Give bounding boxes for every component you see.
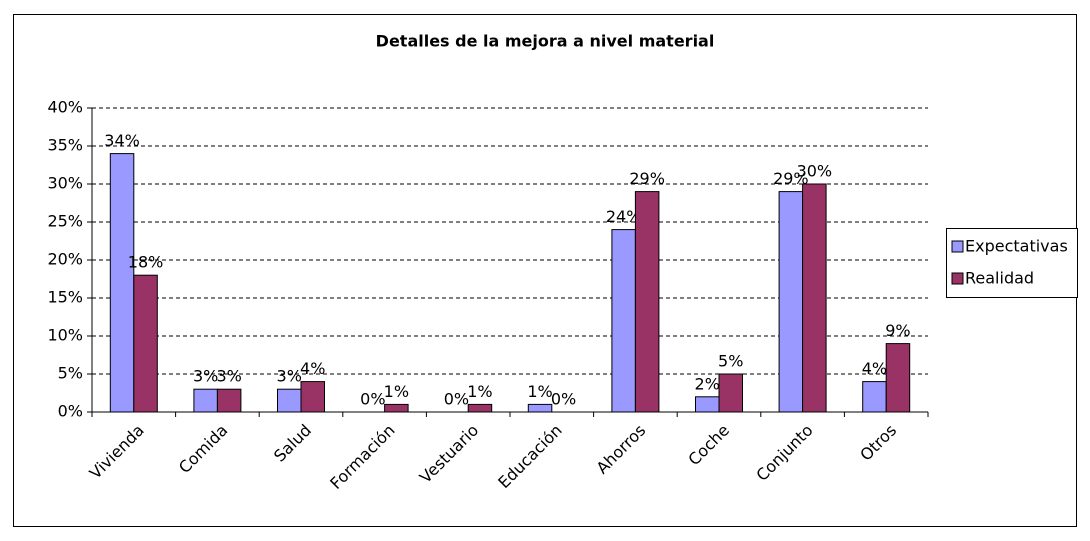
bar: [718, 373, 743, 413]
value-label: 18%: [128, 253, 164, 272]
value-label: 3%: [193, 367, 218, 386]
bar: [384, 403, 409, 413]
bar: [133, 274, 158, 413]
legend-label: Expectativas: [965, 237, 1068, 256]
value-label: 24%: [606, 207, 642, 226]
value-label: 30%: [797, 162, 833, 181]
value-label: 0%: [551, 390, 576, 409]
value-label: 0%: [444, 390, 469, 409]
bar: [634, 191, 660, 413]
value-label: 29%: [629, 169, 665, 188]
bar: [778, 191, 804, 413]
value-label: 4%: [862, 359, 887, 378]
y-tick-label: 30%: [47, 174, 83, 193]
value-label: 2%: [695, 374, 720, 393]
y-tick-label: 0%: [58, 402, 83, 421]
value-label: 3%: [277, 367, 302, 386]
y-tick-label: 5%: [58, 364, 83, 383]
bar: [527, 403, 553, 413]
value-label: 1%: [384, 382, 409, 401]
legend-swatch: [951, 240, 964, 253]
bar: [216, 388, 242, 413]
y-tick-label: 10%: [47, 326, 83, 345]
bar: [193, 388, 218, 413]
legend-label: Realidad: [965, 269, 1034, 288]
value-label: 9%: [885, 321, 910, 340]
value-label: 5%: [718, 352, 743, 371]
y-tick-label: 15%: [47, 288, 83, 307]
value-label: 4%: [300, 359, 325, 378]
value-label: 1%: [527, 382, 552, 401]
legend-box: [946, 228, 1078, 298]
chart-title: Detalles de la mejora a nivel material: [376, 32, 715, 51]
bar: [300, 381, 325, 413]
bar: [862, 381, 887, 413]
value-label: 0%: [360, 390, 385, 409]
bar: [467, 403, 493, 413]
bar: [885, 343, 911, 413]
value-label: 29%: [773, 169, 809, 188]
y-tick-label: 35%: [47, 136, 83, 155]
bar: [611, 229, 636, 413]
bar: [695, 396, 720, 413]
value-label: 34%: [104, 131, 140, 150]
y-tick-label: 20%: [47, 250, 83, 269]
value-label: 3%: [216, 367, 241, 386]
legend-swatch: [951, 272, 964, 285]
bar: [109, 153, 135, 413]
chart-border: [13, 14, 1077, 527]
y-tick-label: 40%: [47, 98, 83, 117]
bar: [277, 388, 302, 413]
value-label: 1%: [467, 382, 492, 401]
y-tick-label: 25%: [47, 212, 83, 231]
bar: [802, 183, 827, 413]
